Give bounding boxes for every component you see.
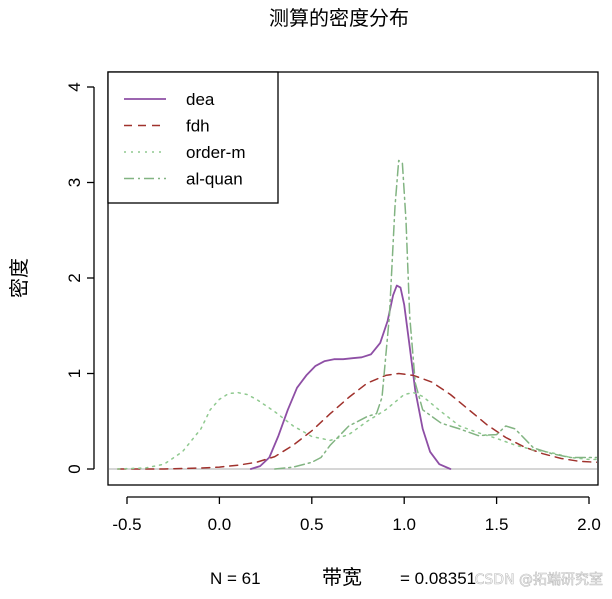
x-tick-label: 1.0 (392, 515, 416, 534)
series-line-dea (249, 284, 452, 470)
y-tick-label: 3 (65, 178, 84, 187)
y-tick-label: 2 (65, 273, 84, 282)
subtitle: N = 61 带宽 = 0.08351 (210, 565, 476, 589)
sample-size-label: N = 61 (210, 569, 261, 588)
x-tick-label: 0.0 (208, 515, 232, 534)
series-line-al-quan (274, 159, 597, 470)
x-axis: -0.5 0.0 0.5 1.0 1.5 2.0 (112, 496, 601, 534)
chart-title: 测算的密度分布 (269, 6, 409, 30)
y-tick-label: 1 (65, 369, 84, 378)
legend-label-al-quan: al-quan (186, 170, 243, 189)
y-axis-label: 密度 (7, 258, 31, 298)
bandwidth-label: 带宽 (322, 565, 362, 589)
watermark: CSDN @拓端研究室 (475, 571, 603, 588)
series-layer (117, 159, 597, 470)
legend-label-fdh: fdh (186, 117, 210, 136)
legend: dea fdh order-m al-quan (107, 71, 279, 204)
y-tick-label: 0 (65, 464, 84, 473)
y-axis: 0 1 2 3 4 (65, 82, 95, 474)
x-tick-label: 0.5 (300, 515, 324, 534)
x-tick-label: 1.5 (485, 515, 509, 534)
series-line-order-m (117, 391, 597, 470)
y-tick-label: 4 (65, 82, 84, 91)
plot-frame (107, 71, 599, 486)
legend-box (107, 71, 279, 204)
series-line-fdh (117, 372, 597, 470)
legend-label-dea: dea (186, 90, 215, 109)
x-tick-label: 2.0 (577, 515, 601, 534)
legend-label-order-m: order-m (186, 143, 246, 162)
bandwidth-value: = 0.08351 (400, 569, 476, 588)
x-tick-label: -0.5 (112, 515, 141, 534)
